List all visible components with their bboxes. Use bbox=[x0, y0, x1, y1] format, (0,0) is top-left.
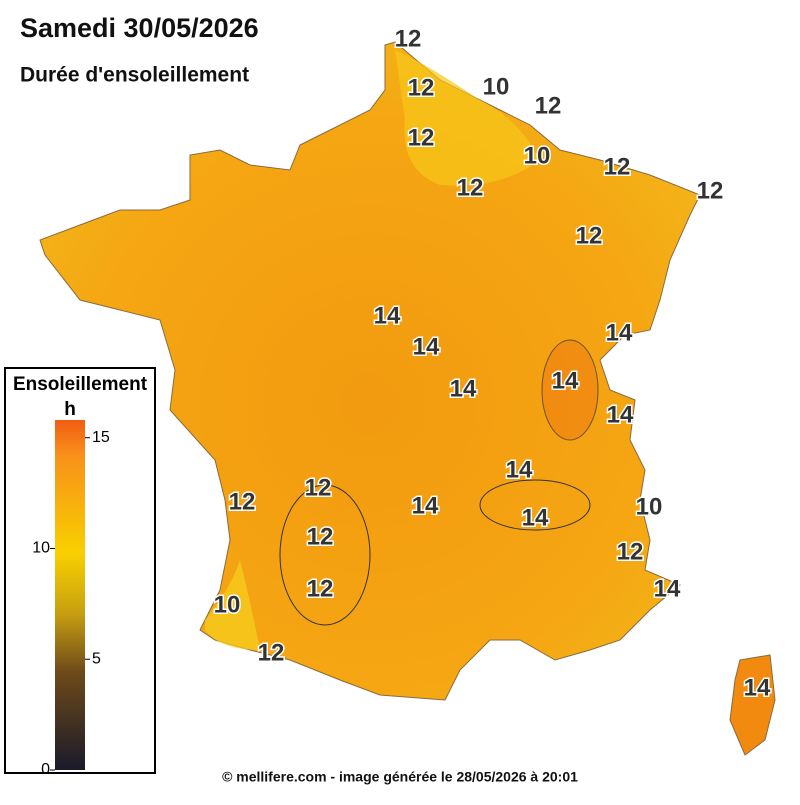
colorbar bbox=[55, 420, 85, 770]
contour-label: 12 bbox=[617, 538, 644, 565]
contour-label: 14 bbox=[552, 367, 579, 394]
sunny-zone bbox=[205, 560, 260, 650]
contour-label: 14 bbox=[412, 492, 439, 519]
contour-label: 10 bbox=[483, 73, 510, 100]
contour-label: 12 bbox=[457, 174, 484, 201]
contour-label: 14 bbox=[450, 375, 477, 402]
contour-label: 14 bbox=[606, 319, 633, 346]
contour-label: 14 bbox=[522, 504, 549, 531]
title: Samedi 30/05/2026 bbox=[20, 13, 259, 43]
subtitle: Durée d'ensoleillement bbox=[20, 64, 249, 87]
contour-label: 12 bbox=[307, 575, 334, 602]
contour-label: 10 bbox=[214, 591, 241, 618]
contour-labels: 12 12 10 12 12 10 12 12 12 12 14 14 14 14 14 14 14 12 12 14… bbox=[212, 24, 772, 703]
legend-tick-label: 5 bbox=[92, 650, 101, 667]
contour-label: 14 bbox=[744, 674, 771, 701]
footer: © mellifere.com - image générée le 28/05… bbox=[222, 769, 578, 785]
contour-label: 14 bbox=[413, 333, 440, 360]
contour-label: 12 bbox=[535, 92, 562, 119]
contour bbox=[541, 339, 599, 441]
contour-label: 12 bbox=[604, 153, 631, 180]
contour-label: 12 bbox=[258, 639, 285, 666]
contour-label: 12 bbox=[307, 523, 334, 550]
contour-label: 14 bbox=[607, 401, 634, 428]
contour-label: 12 bbox=[229, 488, 256, 515]
contour-label: 10 bbox=[524, 142, 551, 169]
legend-tick-label: 15 bbox=[92, 429, 110, 446]
contour bbox=[279, 484, 371, 626]
contour-label: 14 bbox=[654, 575, 681, 602]
contour-label: 12 bbox=[576, 222, 603, 249]
legend-unit: h bbox=[64, 399, 76, 420]
france-map bbox=[39, 41, 701, 701]
legend-tick-label: 10 bbox=[32, 540, 50, 557]
contour-label: 12 bbox=[408, 74, 435, 101]
contour-label: 12 bbox=[408, 124, 435, 151]
contour-label: 12 bbox=[305, 474, 332, 501]
contour bbox=[479, 479, 591, 531]
contour-label: 14 bbox=[374, 302, 401, 329]
legend-tick-label: 0 bbox=[41, 761, 50, 778]
contour-label: 14 bbox=[506, 456, 533, 483]
sunny-zone bbox=[395, 50, 540, 186]
corsica-map bbox=[729, 654, 776, 756]
contour-label: 12 bbox=[697, 177, 724, 204]
legend-title: Ensoleillement bbox=[13, 374, 148, 395]
contour-label: 10 bbox=[636, 493, 663, 520]
contour-label: 12 bbox=[395, 25, 422, 52]
